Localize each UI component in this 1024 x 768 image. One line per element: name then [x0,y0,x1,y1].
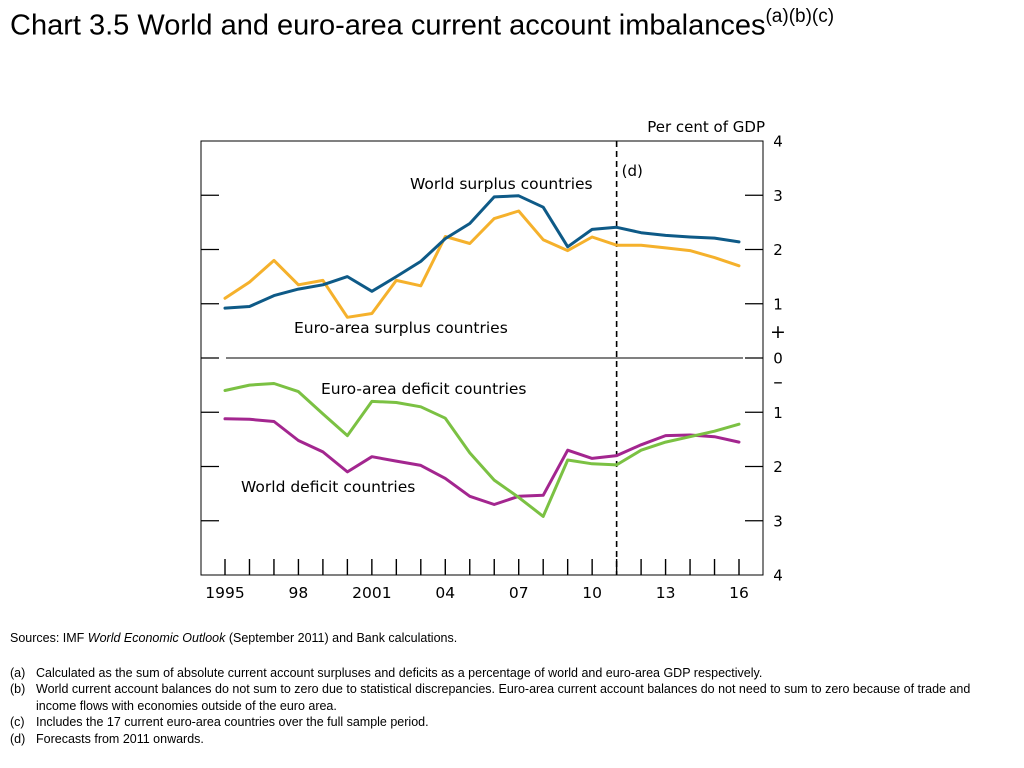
label-world-surplus: World surplus countries [410,175,593,193]
footnote-a: (a) Calculated as the sum of absolute cur… [10,665,1010,682]
chart-title: Chart 3.5 World and euro-area current ac… [10,6,835,43]
chart-notes: Sources: IMF World Economic Outlook (Sep… [10,630,1010,747]
y-tick-label: 1 [773,404,783,422]
x-tick-label: 2001 [352,584,391,602]
x-tick-label: 07 [509,584,529,602]
y-tick-labels: 4 3 2 1 0 1 2 3 4 [773,133,783,585]
series-line-euro-surplus [223,209,741,319]
forecast-label: (d) [622,162,643,180]
footnote-text: World current account balances do not su… [36,682,971,713]
y-tick-label: 4 [773,133,783,151]
footnote-marker: (c) [10,715,25,729]
y-unit-label: Per cent of GDP [647,118,765,136]
series-line-world-deficit [223,417,741,506]
x-tick-label: 13 [656,584,676,602]
sources-prefix: Sources: IMF [10,631,88,645]
sources-publication: World Economic Outlook [87,631,226,645]
x-tick-label: 16 [729,584,749,602]
footnote-c: (c) Includes the 17 current euro-area cou… [10,714,1010,731]
sources-line: Sources: IMF World Economic Outlook (Sep… [10,630,1010,647]
y-tick-label: 3 [773,512,783,530]
minus-sign: – [773,371,783,393]
y-tick-label: 0 [773,350,783,368]
chart-title-main: Chart 3.5 World and euro-area current ac… [10,9,766,42]
x-tick-label: 98 [289,584,309,602]
y-tick-label: 2 [773,241,783,259]
footnote-text: Calculated as the sum of absolute curren… [36,665,763,680]
footnote-marker: (d) [10,731,26,746]
x-tick-label: 04 [435,584,455,602]
sources-suffix: (September 2011) and Bank calculations. [225,631,458,645]
footnote-b: (b) World current account balances do not… [10,681,1010,714]
x-tick-labels: 1995 98 2001 04 07 10 13 16 [205,584,749,602]
y-ticks [201,194,763,522]
footnote-text: Includes the 17 current euro-area countr… [36,715,429,729]
plus-sign: + [770,321,786,343]
footnote-marker: (a) [10,665,26,680]
footnote-marker: (b) [10,682,26,696]
series-line-euro-deficit [223,382,741,518]
x-ticks [224,559,740,575]
label-euro-surplus: Euro-area surplus countries [294,319,508,337]
label-euro-deficit: Euro-area deficit countries [321,380,527,398]
series-lines [223,194,741,518]
footnote-d: (d) Forecasts from 2011 onwards. [10,731,1010,748]
series-line-world-surplus [223,194,741,310]
chart-title-footnote-refs: (a)(b)(c) [765,6,835,27]
label-world-deficit: World deficit countries [241,478,415,496]
y-tick-label: 2 [773,458,783,476]
y-tick-label: 3 [773,187,783,205]
y-tick-label: 4 [773,567,783,585]
x-tick-label: 10 [582,584,602,602]
x-tick-label: 1995 [205,584,244,602]
y-tick-label: 1 [773,295,783,313]
footnote-text: Forecasts from 2011 onwards. [36,731,204,746]
